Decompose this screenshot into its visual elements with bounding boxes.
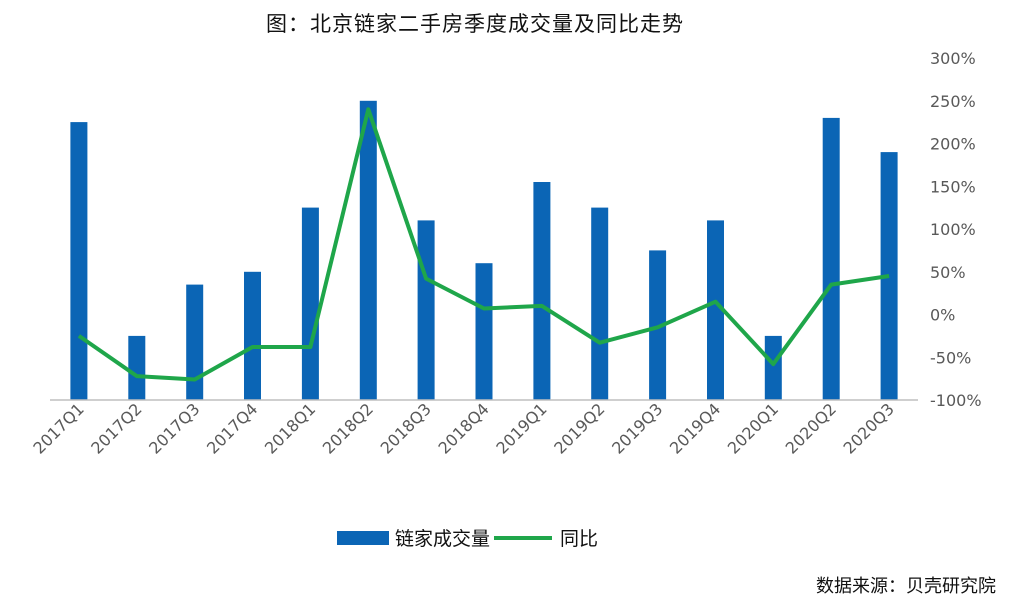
right-y-tick-label: 50% xyxy=(930,263,966,282)
legend-item-yoy: 同比 xyxy=(490,524,598,551)
legend: 链家成交量 同比 xyxy=(337,524,598,551)
bar-2017Q4 xyxy=(244,271,261,401)
yoy-line xyxy=(77,107,890,382)
bar-2019Q4 xyxy=(707,220,724,400)
legend-label-yoy: 同比 xyxy=(560,528,599,550)
bar-2018Q2 xyxy=(359,100,377,401)
bar-series xyxy=(70,100,898,401)
right-y-tick-label: 150% xyxy=(930,177,976,196)
x-tick-label: 2017Q1 xyxy=(29,399,87,457)
x-tick-label: 2019Q4 xyxy=(666,399,724,457)
bar-2018Q4 xyxy=(475,263,493,400)
x-tick-label: 2019Q1 xyxy=(492,399,550,457)
x-tick-label: 2020Q1 xyxy=(724,399,782,457)
bar-2020Q2 xyxy=(822,117,840,401)
legend-item-volume: 链家成交量 xyxy=(337,524,490,551)
right-y-tick-label: 100% xyxy=(930,220,976,239)
right-y-tick-label: 250% xyxy=(930,92,976,111)
bar-2020Q1 xyxy=(764,335,782,400)
right-y-tick-label: 0% xyxy=(930,306,955,325)
x-tick-label: 2017Q4 xyxy=(203,399,261,457)
right-y-tick-labels: 300% 250% 200% 150% 100% 50% 0% -50% -100% xyxy=(930,49,982,410)
x-tick-label: 2019Q3 xyxy=(608,399,666,457)
x-tick-label: 2018Q2 xyxy=(319,399,377,457)
bar-2017Q3 xyxy=(186,284,204,400)
bar-2018Q1 xyxy=(301,207,319,400)
right-y-tick-label: -100% xyxy=(930,391,982,410)
bar-2019Q2 xyxy=(591,207,609,400)
right-y-tick-label: -50% xyxy=(930,348,971,367)
x-tick-label: 2017Q2 xyxy=(87,399,145,457)
x-tick-label: 2018Q3 xyxy=(377,399,435,457)
chart-title: 图：北京链家二手房季度成交量及同比走势 xyxy=(266,12,684,36)
bar-2017Q1 xyxy=(70,122,88,400)
x-tick-label: 2020Q2 xyxy=(782,399,840,457)
bar-2019Q1 xyxy=(533,182,551,400)
right-y-tick-label: 300% xyxy=(930,49,976,68)
x-tick-labels: 2017Q1 2017Q2 2017Q3 2017Q4 2018Q1 2018Q2 2018… xyxy=(29,399,897,457)
source-note: 数据来源：贝壳研究院 xyxy=(816,576,996,597)
legend-line-swatch xyxy=(494,535,553,540)
x-tick-label: 2018Q4 xyxy=(434,399,492,457)
legend-bar-swatch xyxy=(337,530,389,545)
x-tick-label: 2020Q3 xyxy=(840,399,898,457)
bar-2017Q2 xyxy=(128,335,146,400)
right-y-tick-label: 200% xyxy=(930,135,976,154)
x-tick-label: 2019Q2 xyxy=(550,399,608,457)
x-tick-label: 2017Q3 xyxy=(145,399,203,457)
x-tick-label: 2018Q1 xyxy=(261,399,319,457)
legend-label-volume: 链家成交量 xyxy=(395,528,491,550)
bar-2018Q3 xyxy=(417,220,435,400)
